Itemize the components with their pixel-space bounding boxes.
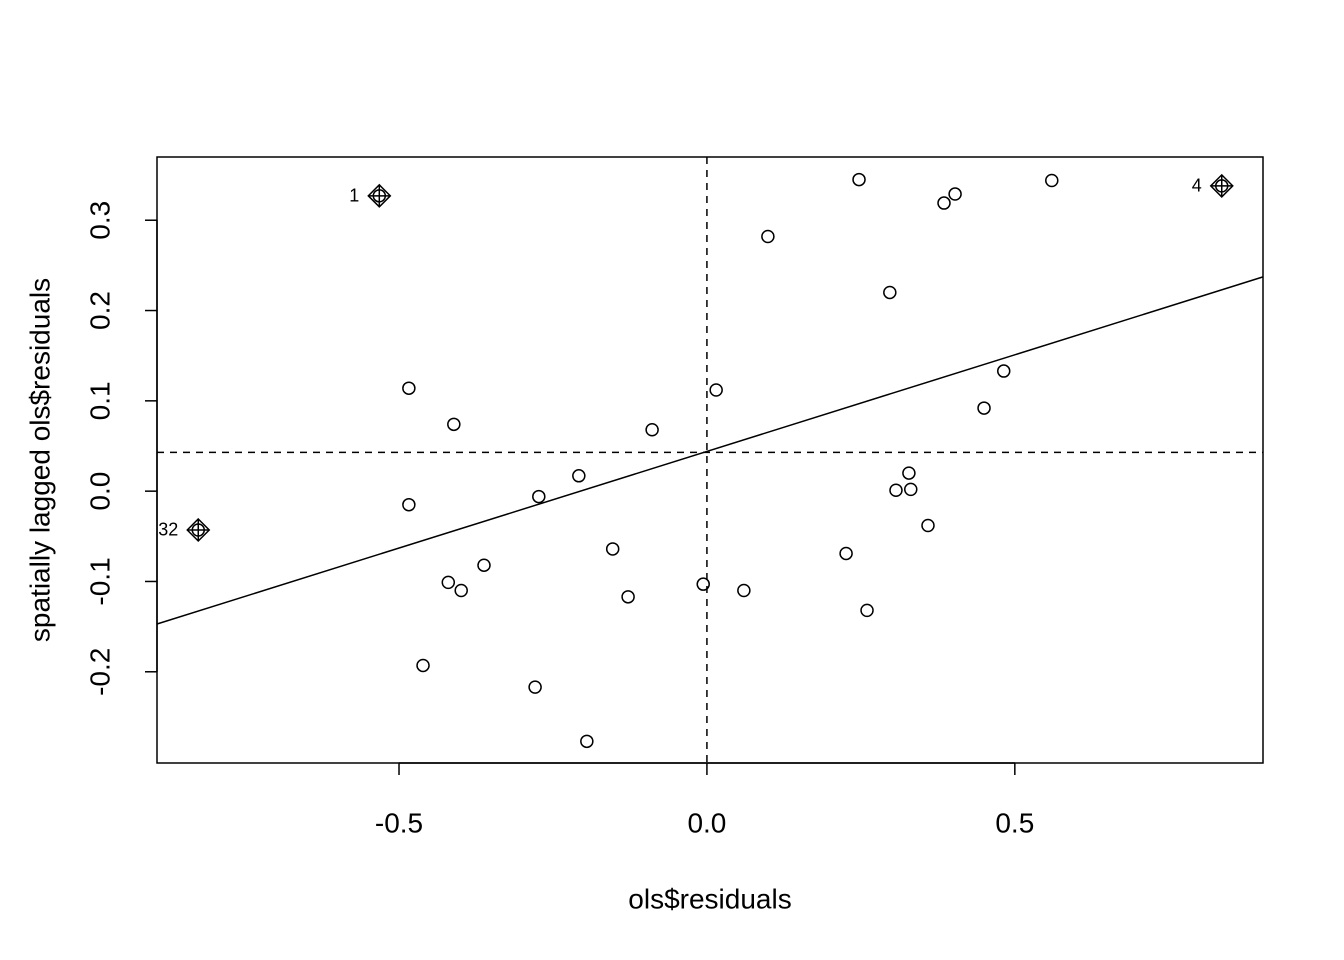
point-diamond	[186, 517, 211, 543]
point	[454, 583, 468, 598]
point	[447, 417, 461, 432]
point-cross	[368, 184, 391, 207]
point	[477, 558, 491, 572]
point	[1045, 173, 1059, 188]
point	[402, 381, 416, 395]
point	[839, 546, 853, 561]
point	[580, 734, 594, 749]
point	[761, 229, 775, 244]
x-tick-label: -0.5	[375, 807, 423, 838]
point	[904, 482, 918, 497]
point-cross	[1210, 174, 1233, 197]
influential-point	[367, 183, 392, 208]
y-axis-title: spatially lagged ols$residuals	[24, 278, 55, 642]
y-tick-label: 0.3	[84, 201, 115, 240]
point-label: 32	[158, 520, 178, 540]
point	[416, 658, 430, 673]
point	[605, 542, 620, 556]
point-label: 1	[349, 186, 359, 206]
point-diamond	[367, 183, 392, 208]
point	[528, 680, 542, 694]
point	[937, 196, 951, 210]
point	[996, 364, 1011, 378]
point-cross	[187, 518, 210, 541]
point	[737, 583, 751, 598]
point	[883, 285, 897, 300]
y-tick-label: -0.1	[84, 557, 115, 605]
regression-line	[156, 276, 1264, 625]
point	[921, 518, 935, 533]
point	[902, 466, 916, 480]
point	[696, 577, 710, 591]
point	[852, 172, 866, 187]
point	[889, 483, 903, 498]
influential-point	[186, 517, 211, 543]
y-tick-label: 0.0	[84, 472, 115, 511]
x-tick-label: 0.5	[995, 807, 1034, 838]
point	[402, 497, 416, 512]
point	[572, 469, 586, 483]
point	[621, 590, 635, 604]
point	[948, 187, 962, 201]
point	[532, 489, 546, 504]
y-tick-label: 0.2	[84, 291, 115, 330]
point	[441, 575, 456, 590]
influential-point	[1209, 173, 1234, 198]
plot-frame	[156, 156, 1264, 764]
point	[977, 401, 991, 415]
y-tick-label: -0.2	[84, 648, 115, 696]
x-axis-title: ols$residuals	[628, 883, 791, 914]
point	[645, 422, 659, 437]
x-tick-label: 0.0	[687, 807, 726, 838]
point	[709, 383, 723, 397]
y-tick-label: 0.1	[84, 381, 115, 420]
point-label: 4	[1192, 176, 1202, 196]
point	[860, 603, 874, 618]
